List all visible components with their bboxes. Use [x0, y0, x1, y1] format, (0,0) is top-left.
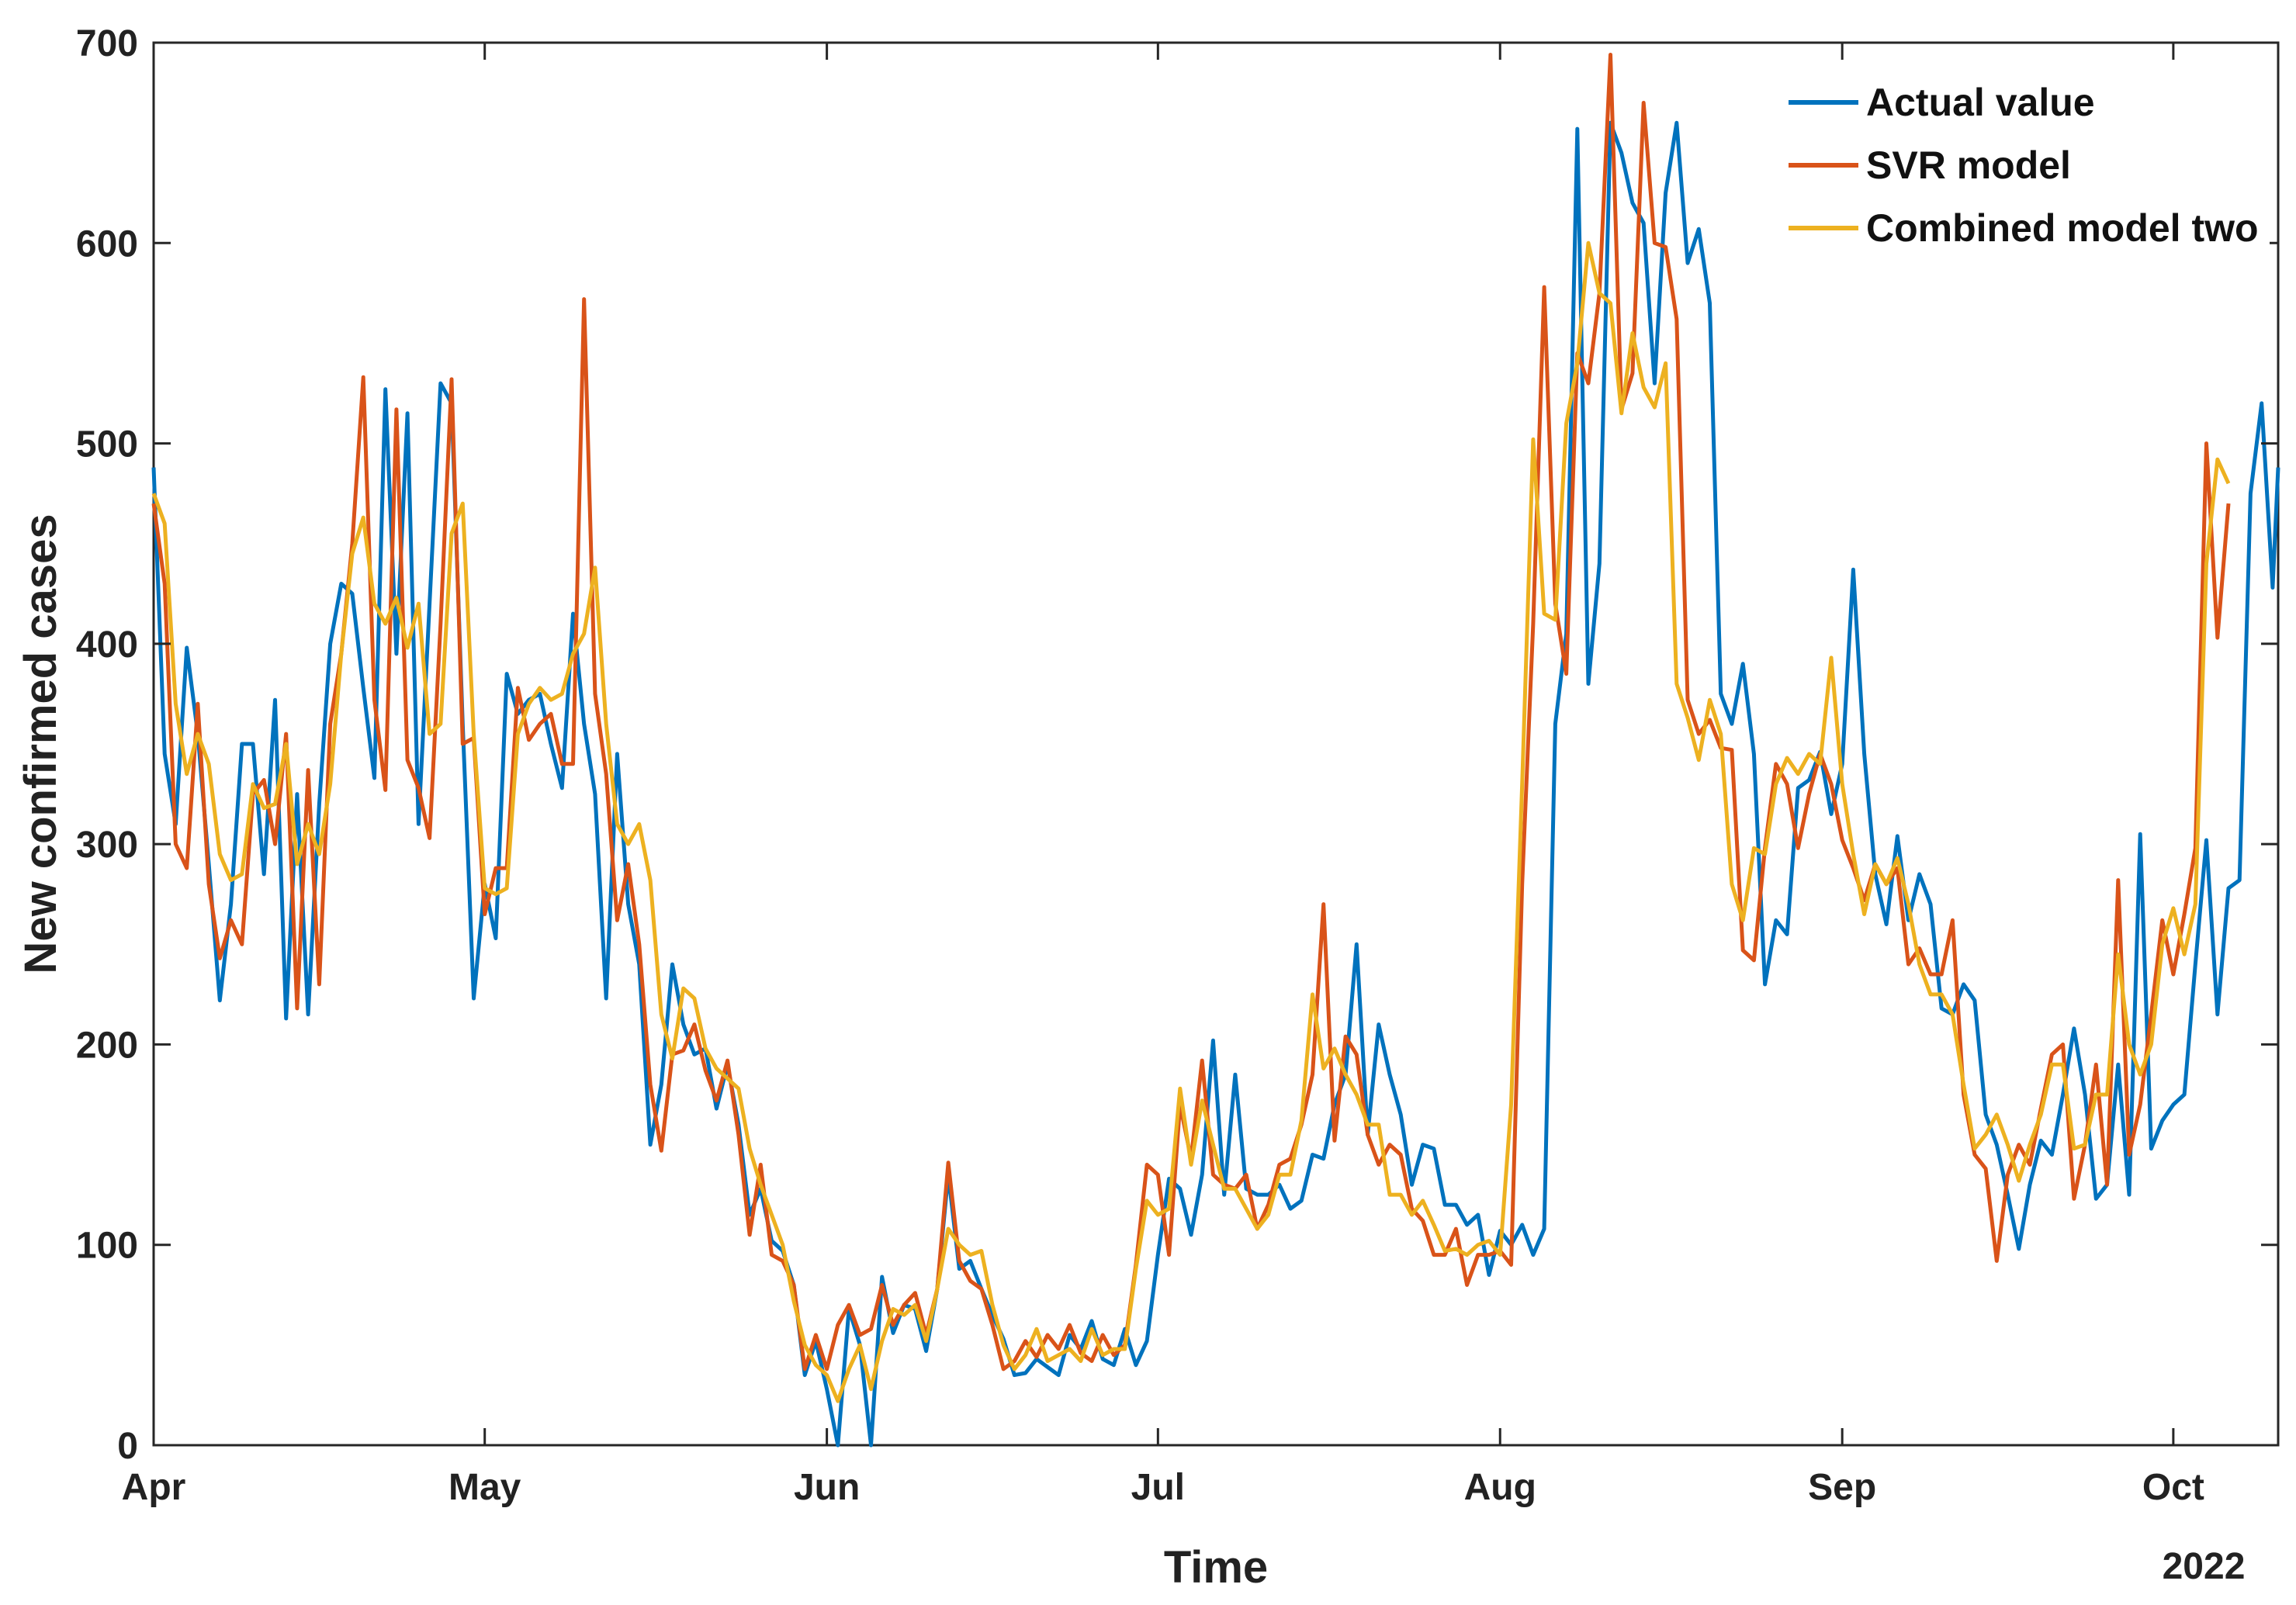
y-axis: 0 100 200 300 400 500 600 700 [76, 23, 2278, 1467]
x-tick-label: Apr [122, 1467, 186, 1508]
legend-label-svr: SVR model [1866, 144, 2071, 187]
y-tick-label: 600 [76, 223, 138, 265]
x-tick-label: Oct [2142, 1467, 2204, 1508]
y-tick-label: 100 [76, 1226, 138, 1267]
legend: Actual value SVR model Combined model tw… [1773, 70, 2270, 272]
x-tick-label: Jun [794, 1467, 860, 1508]
series-line-combined [151, 240, 2231, 1403]
x-tick-label: Aug [1464, 1467, 1536, 1508]
legend-label-actual: Actual value [1866, 81, 2095, 124]
plot-area [152, 41, 2280, 1447]
y-tick-label: 700 [76, 23, 138, 64]
series-line-actual [151, 120, 2280, 1448]
y-axis-title: New confirmed cases [16, 514, 66, 974]
y-tick-label: 300 [76, 825, 138, 866]
y-tick-label: 200 [76, 1025, 138, 1066]
x-tick-label: Sep [1808, 1467, 1876, 1508]
y-tick-label: 500 [76, 424, 138, 465]
year-label: 2022 [2163, 1546, 2246, 1587]
series-layer [151, 53, 2280, 1448]
y-tick-label: 400 [76, 624, 138, 666]
x-tick-label: Jul [1131, 1467, 1185, 1508]
y-tick-label: 0 [117, 1426, 138, 1467]
legend-label-combined: Combined model two [1866, 206, 2259, 250]
x-axis: Apr May Jun Jul Aug Sep Oct [122, 43, 2204, 1508]
x-tick-label: May [448, 1467, 521, 1508]
x-axis-title: Time [1164, 1542, 1268, 1593]
